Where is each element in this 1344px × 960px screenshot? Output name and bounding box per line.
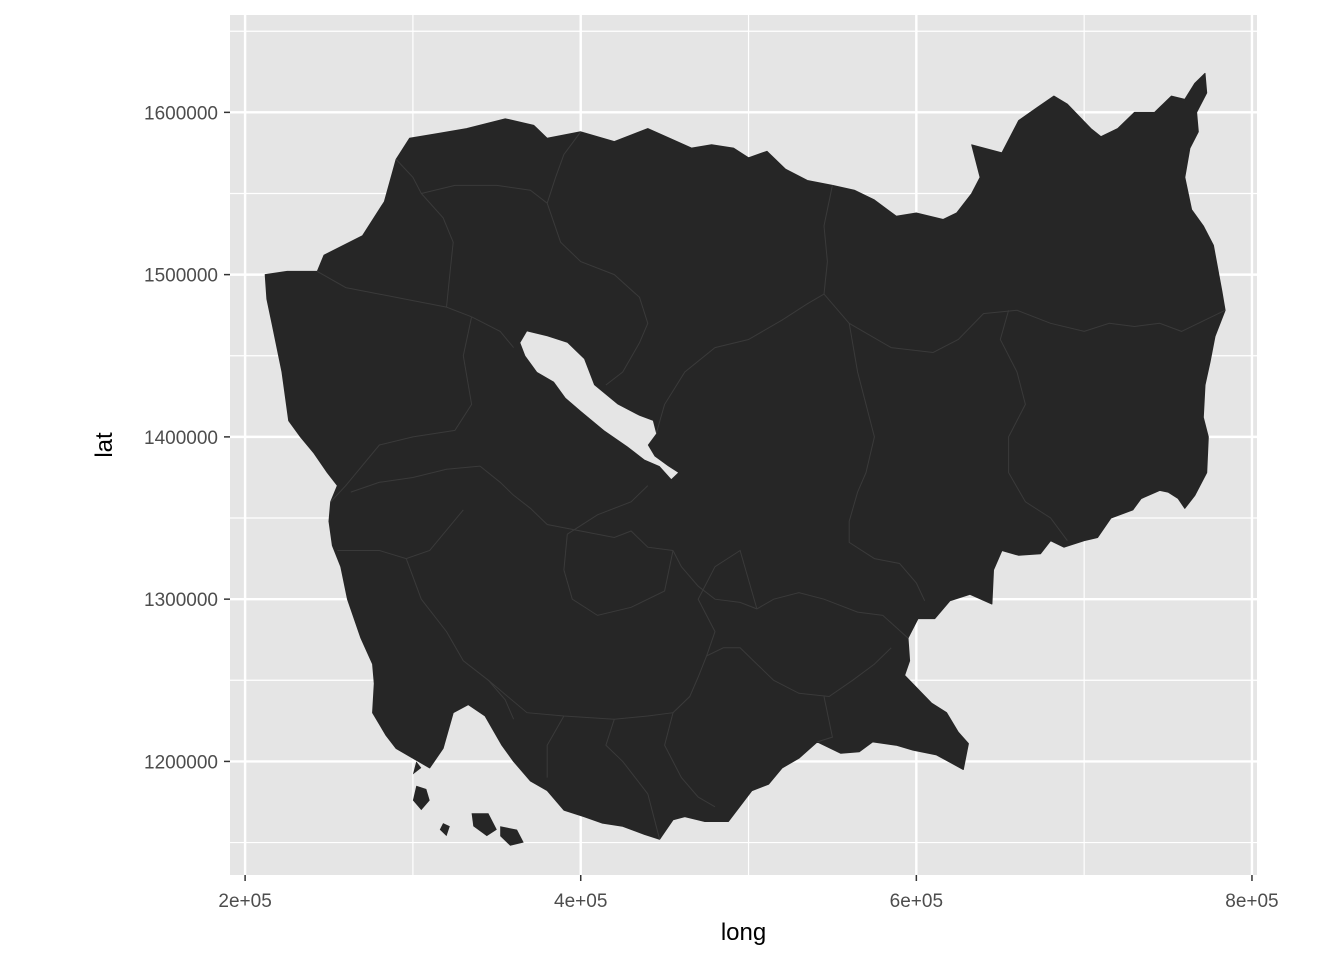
province-border (546, 131, 582, 204)
province-border (546, 715, 565, 778)
province-border (999, 310, 1068, 541)
province-border (546, 203, 649, 386)
island (439, 823, 450, 837)
province-border (664, 696, 716, 808)
y-axis-title: lat (91, 432, 118, 458)
island (412, 785, 430, 811)
x-tick-label: 6e+05 (890, 891, 943, 912)
map-regions (264, 72, 1226, 846)
province-border (395, 159, 454, 308)
province-border (605, 719, 661, 840)
island (412, 761, 422, 775)
province-border (563, 485, 674, 616)
province-border (471, 316, 514, 348)
province-border (317, 270, 472, 318)
province-border (823, 293, 1226, 354)
province-border (823, 185, 833, 295)
y-tick-label: 1400000 (144, 428, 218, 449)
country-outline (264, 72, 1226, 840)
province-border (330, 316, 473, 503)
province-border (479, 465, 674, 551)
province-border (848, 323, 926, 602)
province-border (421, 184, 548, 204)
island (500, 826, 524, 846)
y-tick-label: 1500000 (144, 266, 218, 287)
province-border (697, 549, 758, 657)
x-axis: 2e+05 4e+05 6e+05 8e+05 (218, 875, 1279, 912)
x-tick-label: 4e+05 (554, 891, 607, 912)
island (471, 813, 497, 837)
y-tick-label: 1300000 (144, 590, 218, 611)
province-border (350, 465, 481, 493)
x-tick-label: 2e+05 (218, 891, 271, 912)
province-border (655, 293, 825, 434)
province-border (817, 696, 833, 743)
y-axis: 1200000 1300000 1400000 1500000 1600000 (144, 103, 230, 773)
province-border (488, 647, 892, 720)
x-tick-label: 8e+05 (1225, 891, 1278, 912)
x-axis-title: long (721, 919, 766, 946)
tonle-sap-lake (520, 331, 679, 480)
y-tick-label: 1600000 (144, 103, 218, 124)
province-border (405, 558, 515, 720)
y-tick-label: 1200000 (144, 752, 218, 773)
island (397, 644, 410, 677)
province-border (672, 550, 909, 639)
